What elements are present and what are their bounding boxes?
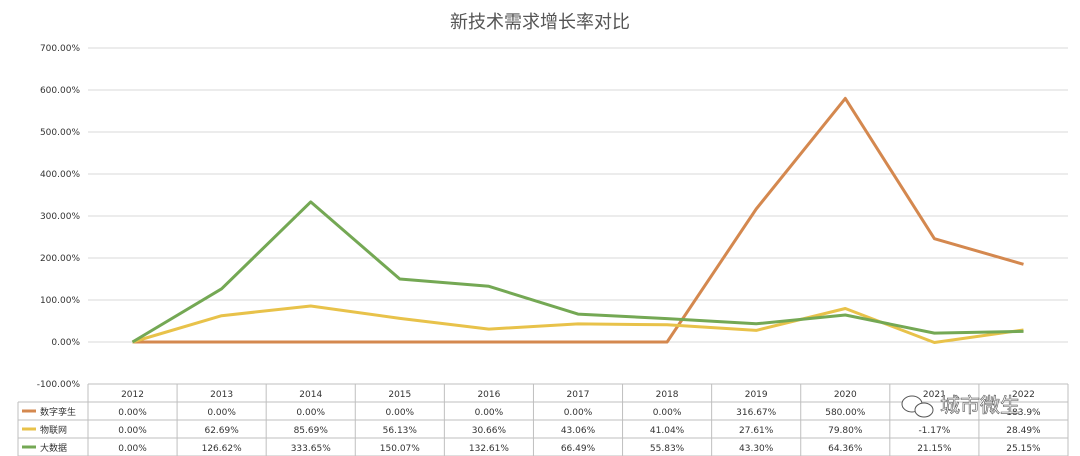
data-label: 64.36% bbox=[828, 444, 863, 454]
data-label: 79.80% bbox=[828, 426, 863, 436]
data-label: 43.06% bbox=[561, 426, 596, 436]
data-label: 25.15% bbox=[1006, 444, 1041, 454]
x-tick-label: 2018 bbox=[656, 390, 679, 400]
data-label: 333.65% bbox=[291, 444, 331, 454]
x-tick-label: 2017 bbox=[567, 390, 590, 400]
data-table: 2012 2013 2014 2015 2016 2017 2018 2019 2020 2021… bbox=[17, 383, 1069, 456]
y-tick-label: 600.00% bbox=[40, 86, 80, 96]
data-label: 0.00% bbox=[475, 408, 504, 418]
x-tick-label: 2014 bbox=[299, 390, 322, 400]
data-label: 55.83% bbox=[650, 444, 685, 454]
chart-title: 新技术需求增长率对比 bbox=[450, 12, 630, 33]
y-tick-label: 200.00% bbox=[40, 254, 80, 264]
y-tick-label: 700.00% bbox=[40, 44, 80, 54]
watermark: 城市微生 bbox=[901, 393, 1020, 418]
data-label: 0.00% bbox=[118, 444, 147, 454]
data-label: 30.66% bbox=[472, 426, 507, 436]
data-label: 132.61% bbox=[469, 444, 509, 454]
gridlines bbox=[88, 47, 1068, 343]
data-label: 126.62% bbox=[202, 444, 242, 454]
data-label: 0.00% bbox=[118, 426, 147, 436]
data-label: 62.69% bbox=[204, 426, 239, 436]
data-label: 85.69% bbox=[294, 426, 329, 436]
data-label: 316.67% bbox=[736, 408, 776, 418]
x-tick-label: 2015 bbox=[388, 390, 411, 400]
x-tick-label: 2022 bbox=[1012, 390, 1035, 400]
data-label: 0.00% bbox=[564, 408, 593, 418]
data-label: 0.00% bbox=[118, 408, 147, 418]
data-label: 66.49% bbox=[561, 444, 596, 454]
data-label: 21.15% bbox=[917, 444, 952, 454]
data-label: 183.9% bbox=[1006, 408, 1041, 418]
data-label: 580.00% bbox=[825, 408, 865, 418]
legend-label: 物联网 bbox=[40, 424, 67, 436]
data-label: 0.00% bbox=[653, 408, 682, 418]
data-label: 41.04% bbox=[650, 426, 685, 436]
x-tick-label: 2013 bbox=[210, 390, 233, 400]
watermark-text: 城市微生 bbox=[940, 393, 1020, 417]
series-line bbox=[132, 96, 1024, 344]
data-label: 27.61% bbox=[739, 426, 774, 436]
x-tick-label: 2019 bbox=[745, 390, 768, 400]
series-lines bbox=[131, 96, 1024, 344]
y-tick-label: -100.00% bbox=[37, 380, 81, 390]
y-tick-label: 100.00% bbox=[40, 296, 80, 306]
x-tick-label: 2020 bbox=[834, 390, 857, 400]
data-label: 0.00% bbox=[207, 408, 236, 418]
data-label: 0.00% bbox=[296, 408, 325, 418]
legend-label: 数字孪生 bbox=[40, 406, 76, 418]
y-tick-label: 0.00% bbox=[51, 338, 80, 348]
y-axis-ticks: -100.00% 0.00% 100.00% 200.00% 300.00% 400.00… bbox=[37, 44, 81, 390]
wechat-icon bbox=[901, 395, 934, 418]
data-label: 0.00% bbox=[386, 408, 415, 418]
x-tick-label: 2021 bbox=[923, 390, 946, 400]
data-label: 150.07% bbox=[380, 444, 420, 454]
data-label: 28.49% bbox=[1006, 426, 1041, 436]
y-tick-label: 400.00% bbox=[40, 170, 80, 180]
series-line bbox=[131, 200, 1024, 344]
x-tick-label: 2016 bbox=[477, 390, 500, 400]
data-label: 43.30% bbox=[739, 444, 774, 454]
legend-label: 大数据 bbox=[40, 442, 67, 454]
x-tick-label: 2012 bbox=[121, 390, 144, 400]
y-tick-label: 300.00% bbox=[40, 212, 80, 222]
data-label: -1.17% bbox=[918, 426, 950, 436]
y-tick-label: 500.00% bbox=[40, 128, 80, 138]
data-label: 56.13% bbox=[383, 426, 418, 436]
